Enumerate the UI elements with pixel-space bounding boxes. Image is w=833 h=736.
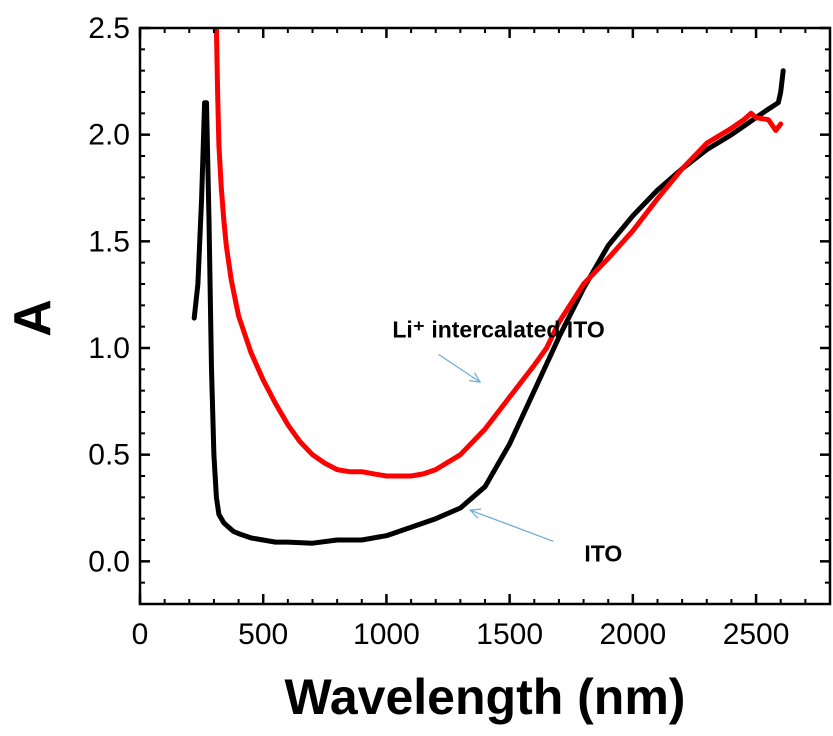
annotation-arrowhead xyxy=(469,372,482,383)
annotation-label-0: Li⁺ intercalated ITO xyxy=(392,316,604,342)
annotation-label-1: ITO xyxy=(584,540,622,566)
x-tick-label: 2000 xyxy=(599,618,666,651)
annotation-arrow xyxy=(470,509,554,542)
y-tick-label: 0.5 xyxy=(88,439,130,472)
y-tick-label: 2.5 xyxy=(88,12,130,45)
y-tick-label: 1.0 xyxy=(88,332,130,365)
x-tick-label: 2500 xyxy=(723,618,790,651)
y-axis-title: A xyxy=(4,299,62,337)
x-tick-label: 1500 xyxy=(476,618,543,651)
x-tick-label: 1000 xyxy=(353,618,420,651)
y-tick-label: 2.0 xyxy=(88,119,130,152)
annotation-arrow xyxy=(438,353,481,383)
x-axis-title: Wavelength (nm) xyxy=(285,669,686,725)
axis-ticks: 0 500 1000 1500 2000 2500 0.0 0.5 1.0 1.5 2.0 2.5 xyxy=(88,12,830,651)
annotations: Li⁺ intercalated ITO ITO xyxy=(392,316,622,566)
series-line-0 xyxy=(191,68,786,546)
y-tick-label: 1.5 xyxy=(88,225,130,258)
x-tick-label: 0 xyxy=(132,618,149,651)
x-tick-label: 500 xyxy=(238,618,288,651)
annotation-arrowhead xyxy=(468,508,482,519)
y-tick-label: 0.0 xyxy=(88,545,130,578)
plot-series xyxy=(191,28,786,546)
series-line-1 xyxy=(213,28,784,479)
